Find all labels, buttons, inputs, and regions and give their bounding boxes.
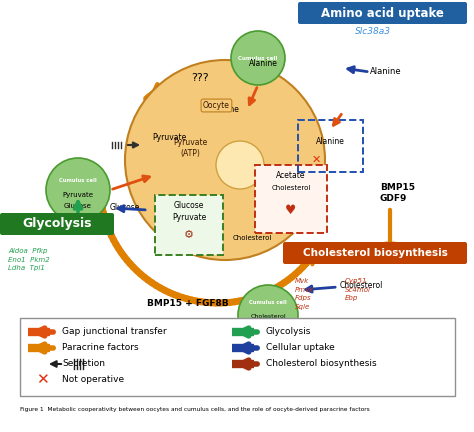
Text: ♥: ♥ — [285, 203, 297, 216]
Text: Pyruvate
(ATP): Pyruvate (ATP) — [173, 138, 207, 158]
Text: Cholesterol: Cholesterol — [340, 282, 383, 290]
Text: Glycolysis: Glycolysis — [266, 327, 311, 337]
Text: ✕: ✕ — [36, 372, 48, 388]
Text: Cumulus cell: Cumulus cell — [238, 55, 278, 60]
Text: Cholesterol: Cholesterol — [250, 314, 286, 320]
Text: Cyp51
Sc4mol
Ebp: Cyp51 Sc4mol Ebp — [345, 278, 371, 301]
FancyBboxPatch shape — [298, 2, 467, 24]
Text: Alanine: Alanine — [316, 137, 345, 146]
Text: Cellular uptake: Cellular uptake — [266, 343, 335, 353]
Circle shape — [231, 31, 285, 85]
Text: Alanine: Alanine — [248, 58, 277, 67]
Text: Cumulus cell: Cumulus cell — [59, 178, 97, 182]
Circle shape — [238, 285, 298, 345]
Text: Paracrine factors: Paracrine factors — [62, 343, 138, 353]
Ellipse shape — [216, 141, 264, 189]
FancyBboxPatch shape — [0, 213, 114, 235]
Text: BMP15 + FGF8B: BMP15 + FGF8B — [147, 299, 229, 308]
Text: Slc38a3: Slc38a3 — [355, 28, 391, 36]
Text: ???: ??? — [191, 73, 209, 83]
Text: Cholesterol: Cholesterol — [232, 235, 272, 241]
Text: Secretion: Secretion — [62, 359, 105, 368]
Text: Pyruvate: Pyruvate — [63, 192, 93, 198]
Text: Cholesterol: Cholesterol — [271, 185, 310, 191]
Text: Alanine: Alanine — [370, 67, 401, 76]
Text: Alanine: Alanine — [210, 105, 239, 114]
Text: Acetate: Acetate — [253, 350, 283, 359]
Text: Aldoa  Pfkp
Eno1  Pkm2
Ldha  Tpi1: Aldoa Pfkp Eno1 Pkm2 Ldha Tpi1 — [8, 248, 50, 271]
Text: Gap junctional transfer: Gap junctional transfer — [62, 327, 167, 337]
Text: Cumulus cell: Cumulus cell — [249, 301, 287, 305]
Text: ⚙: ⚙ — [184, 230, 194, 240]
FancyBboxPatch shape — [255, 165, 327, 233]
Text: Figure 1  Metabolic cooperativity between oocytes and cumulus cells, and the rol: Figure 1 Metabolic cooperativity between… — [20, 407, 370, 413]
Text: Oocyte: Oocyte — [203, 101, 230, 110]
Text: Pyruvate: Pyruvate — [172, 213, 206, 222]
FancyBboxPatch shape — [20, 318, 455, 396]
Text: Glucose: Glucose — [174, 200, 204, 210]
Text: BMP15
GDF9: BMP15 GDF9 — [380, 183, 415, 203]
Text: Acetate: Acetate — [276, 171, 306, 180]
Text: Glucose: Glucose — [64, 203, 92, 209]
Text: Glucose: Glucose — [110, 203, 140, 213]
Text: Amino acid uptake: Amino acid uptake — [320, 6, 444, 19]
Text: Cholesterol biosynthesis: Cholesterol biosynthesis — [302, 248, 447, 258]
Text: Acetate: Acetate — [255, 326, 282, 332]
Text: ✕: ✕ — [311, 155, 321, 165]
Text: Cholesterol biosynthesis: Cholesterol biosynthesis — [266, 359, 377, 368]
Text: Pyruvate: Pyruvate — [152, 133, 186, 143]
Circle shape — [46, 158, 110, 222]
Text: Glycolysis: Glycolysis — [22, 217, 92, 231]
Circle shape — [125, 60, 325, 260]
FancyBboxPatch shape — [155, 195, 223, 255]
FancyBboxPatch shape — [283, 242, 467, 264]
Text: Mvk
Pmvk
Fdps
Sqle: Mvk Pmvk Fdps Sqle — [295, 278, 314, 309]
Text: Not operative: Not operative — [62, 375, 124, 384]
